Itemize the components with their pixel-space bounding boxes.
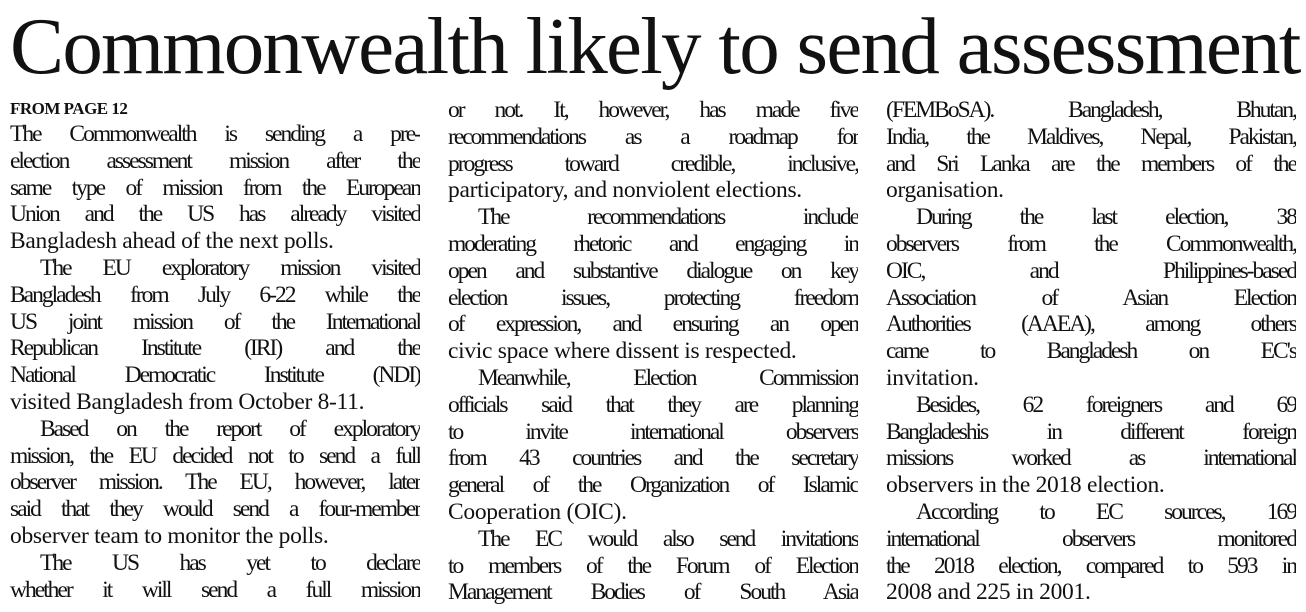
paragraph: or not. It, however, has made five recomm…	[448, 97, 858, 204]
text-line: recommendations as a roadmap for	[448, 123, 858, 150]
paragraph: (FEMBoSA). Bangladesh, Bhutan, India, the…	[886, 97, 1296, 204]
headline: Commonwealth likely to send assessment	[10, 1, 1301, 91]
text-line: open and substantive dialogue on key	[448, 257, 858, 284]
text-line: organisation.	[886, 177, 1004, 204]
article-column-3: (FEMBoSA). Bangladesh, Bhutan, India, the…	[886, 97, 1296, 606]
text-line: The Commonwealth is sending a pre-	[10, 121, 420, 147]
text-line: to invite international observers	[448, 418, 858, 445]
paragraph: The Commonwealth is sending a pre-electi…	[10, 121, 420, 255]
text-line: Meanwhile, Election Commission	[478, 364, 858, 391]
text-line: observers from the Commonwealth,	[886, 230, 1296, 257]
paragraph: Based on the report of exploratory missio…	[10, 416, 420, 550]
paragraph: During the last election, 38 observers fr…	[886, 204, 1296, 392]
text-line: (FEMBoSA). Bangladesh, Bhutan,	[886, 97, 1296, 123]
text-line: Authorities (AAEA), among others	[886, 311, 1296, 338]
text-line: said that they would send a four-member	[10, 496, 420, 523]
text-line: Besides, 62 foreigners and 69	[916, 391, 1296, 418]
text-line: National Democratic Institute (NDI)	[10, 362, 420, 389]
text-line: international observers monitored	[886, 525, 1296, 552]
text-line: The EC would also send invitations	[478, 525, 858, 552]
paragraph: Besides, 62 foreigners and 69 Bangladeshi…	[886, 392, 1296, 499]
text-line: progress toward credible, inclusive,	[448, 150, 858, 177]
text-line: the 2018 election, compared to 593 in	[886, 552, 1296, 579]
kicker-from-page: FROM PAGE 12	[10, 99, 128, 118]
text-line: officials said that they are planning	[448, 391, 858, 418]
text-line: Management Bodies of South Asia	[448, 579, 858, 606]
text-line: mission, the EU decided not to send a fu…	[10, 442, 420, 469]
text-line: observer mission. The EU, however, later	[10, 469, 420, 496]
text-line: from 43 countries and the secretary	[448, 445, 858, 472]
text-line: whether it will send a full mission	[10, 576, 420, 603]
text-line: Bangladesh from July 6-22 while the	[10, 281, 420, 308]
text-line: invitation.	[886, 364, 979, 391]
text-line: Based on the report of exploratory	[40, 415, 420, 442]
text-line: same type of mission from the European	[10, 174, 420, 201]
text-line: US joint mission of the International	[10, 308, 420, 335]
text-line: moderating rhetoric and engaging in	[448, 230, 858, 257]
paragraph: The US has yet to declare whether it will…	[10, 550, 420, 604]
text-line: OIC, and Philippines-based	[886, 257, 1296, 284]
text-line: Bangladesh ahead of the next polls.	[10, 228, 334, 255]
text-line: Association of Asian Election	[886, 284, 1296, 311]
text-line: of expression, and ensuring an open	[448, 311, 858, 338]
article-column-2: or not. It, however, has made five recomm…	[448, 97, 858, 606]
text-line: Bangladeshis in different foreign	[886, 418, 1296, 445]
paragraph: According to EC sources, 169 internationa…	[886, 499, 1296, 606]
paragraph: Meanwhile, Election Commission officials …	[448, 365, 858, 526]
text-line: election assessment mission after the	[10, 147, 420, 174]
text-line: The recommendations include	[478, 204, 858, 231]
text-line: Union and the US has already visited	[10, 201, 420, 228]
text-line: missions worked as international	[886, 445, 1296, 472]
text-line: Republican Institute (IRI) and the	[10, 335, 420, 362]
text-line: and Sri Lanka are the members of the	[886, 150, 1296, 177]
paragraph: The EC would also send invitations to mem…	[448, 526, 858, 606]
text-line: India, the Maldives, Nepal, Pakistan,	[886, 123, 1296, 150]
text-line: The EU exploratory mission visited	[40, 254, 420, 281]
text-line: According to EC sources, 169	[916, 498, 1296, 525]
text-line: Cooperation (OIC).	[448, 498, 627, 525]
article-column-1: FROM PAGE 12 The Commonwealth is sending…	[10, 97, 420, 603]
paragraph: The recommendations include moderating rh…	[448, 204, 858, 365]
text-line: election issues, protecting freedom	[448, 284, 858, 311]
text-line: or not. It, however, has made five	[448, 97, 858, 123]
text-line: observers in the 2018 election.	[886, 472, 1165, 499]
text-line: visited Bangladesh from October 8-11.	[10, 388, 365, 415]
text-line: The US has yet to declare	[40, 549, 420, 576]
text-line: participatory, and nonviolent elections.	[448, 177, 802, 204]
text-line: came to Bangladesh on EC's	[886, 338, 1296, 365]
text-line: civic space where dissent is respected.	[448, 338, 797, 365]
text-line: general of the Organization of Islamic	[448, 472, 858, 499]
text-line: 2008 and 225 in 2001.	[886, 579, 1091, 606]
text-line: to members of the Forum of Election	[448, 552, 858, 579]
text-line: During the last election, 38	[916, 204, 1296, 231]
text-line: observer team to monitor the polls.	[10, 522, 329, 549]
paragraph: The EU exploratory mission visited Bangla…	[10, 255, 420, 416]
